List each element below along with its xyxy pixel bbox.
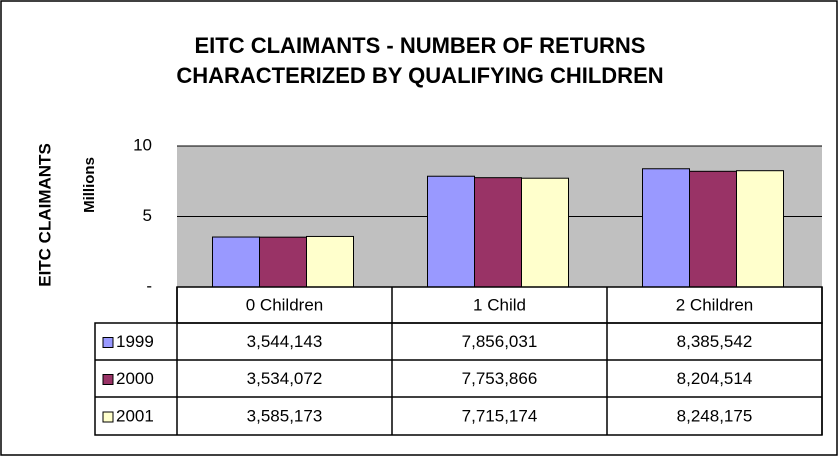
bar bbox=[306, 235, 354, 288]
legend-label: 2000 bbox=[116, 369, 154, 388]
legend-swatch bbox=[102, 411, 114, 423]
table-value: 3,534,072 bbox=[247, 369, 323, 388]
table-value: 7,715,174 bbox=[462, 406, 538, 425]
legend-label: 2001 bbox=[116, 406, 154, 425]
table-value: 3,544,143 bbox=[247, 332, 323, 351]
table-value: 7,856,031 bbox=[462, 332, 538, 351]
bar bbox=[689, 170, 737, 288]
bar bbox=[212, 236, 260, 288]
table-value: 3,585,173 bbox=[247, 406, 323, 425]
y-tick-label: 5 bbox=[143, 206, 152, 225]
x-tick-label: 2 Children bbox=[676, 295, 754, 314]
table-value: 7,753,866 bbox=[462, 369, 538, 388]
y-unit-label: Millions bbox=[81, 157, 98, 213]
bar bbox=[642, 168, 690, 288]
chart-title: CHARACTERIZED BY QUALIFYING CHILDREN bbox=[176, 63, 663, 88]
y-axis-label: EITC CLAIMANTS bbox=[35, 143, 54, 287]
bar bbox=[474, 177, 522, 288]
bar bbox=[259, 236, 307, 288]
legend-label: 1999 bbox=[116, 332, 154, 351]
bar bbox=[427, 175, 475, 288]
x-tick-label: 1 Child bbox=[473, 295, 526, 314]
chart-title: EITC CLAIMANTS - NUMBER OF RETURNS bbox=[195, 33, 646, 58]
x-tick-label: 0 Children bbox=[246, 295, 324, 314]
y-tick-label: - bbox=[146, 276, 152, 295]
legend-swatch bbox=[102, 337, 114, 348]
legend-swatch bbox=[102, 374, 114, 385]
y-tick-label: 10 bbox=[133, 135, 152, 154]
table-value: 8,248,175 bbox=[677, 406, 753, 425]
table-value: 8,385,542 bbox=[677, 332, 753, 351]
bar bbox=[521, 177, 569, 288]
table-value: 8,204,514 bbox=[677, 369, 753, 388]
bar bbox=[736, 170, 784, 288]
